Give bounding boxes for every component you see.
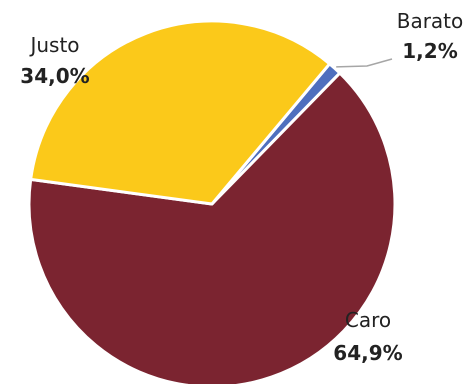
slice-label-caro: Caro — [345, 308, 391, 332]
slice-value-justo: 34,0% — [20, 64, 89, 88]
pie-labels: Barato 1,2% Caro 64,9% Justo 34,0% — [20, 9, 463, 365]
pie-slice-caro — [27, 71, 397, 384]
slice-value-barato: 1,2% — [402, 39, 457, 63]
pie-slice-justo — [29, 19, 332, 206]
pie-slices — [27, 19, 397, 384]
slice-value-caro: 64,9% — [333, 341, 402, 365]
pie-leader-lines — [336, 58, 393, 68]
leader-line-barato — [336, 58, 393, 68]
slice-label-barato: Barato — [397, 9, 464, 33]
slice-label-justo: Justo — [28, 33, 79, 57]
